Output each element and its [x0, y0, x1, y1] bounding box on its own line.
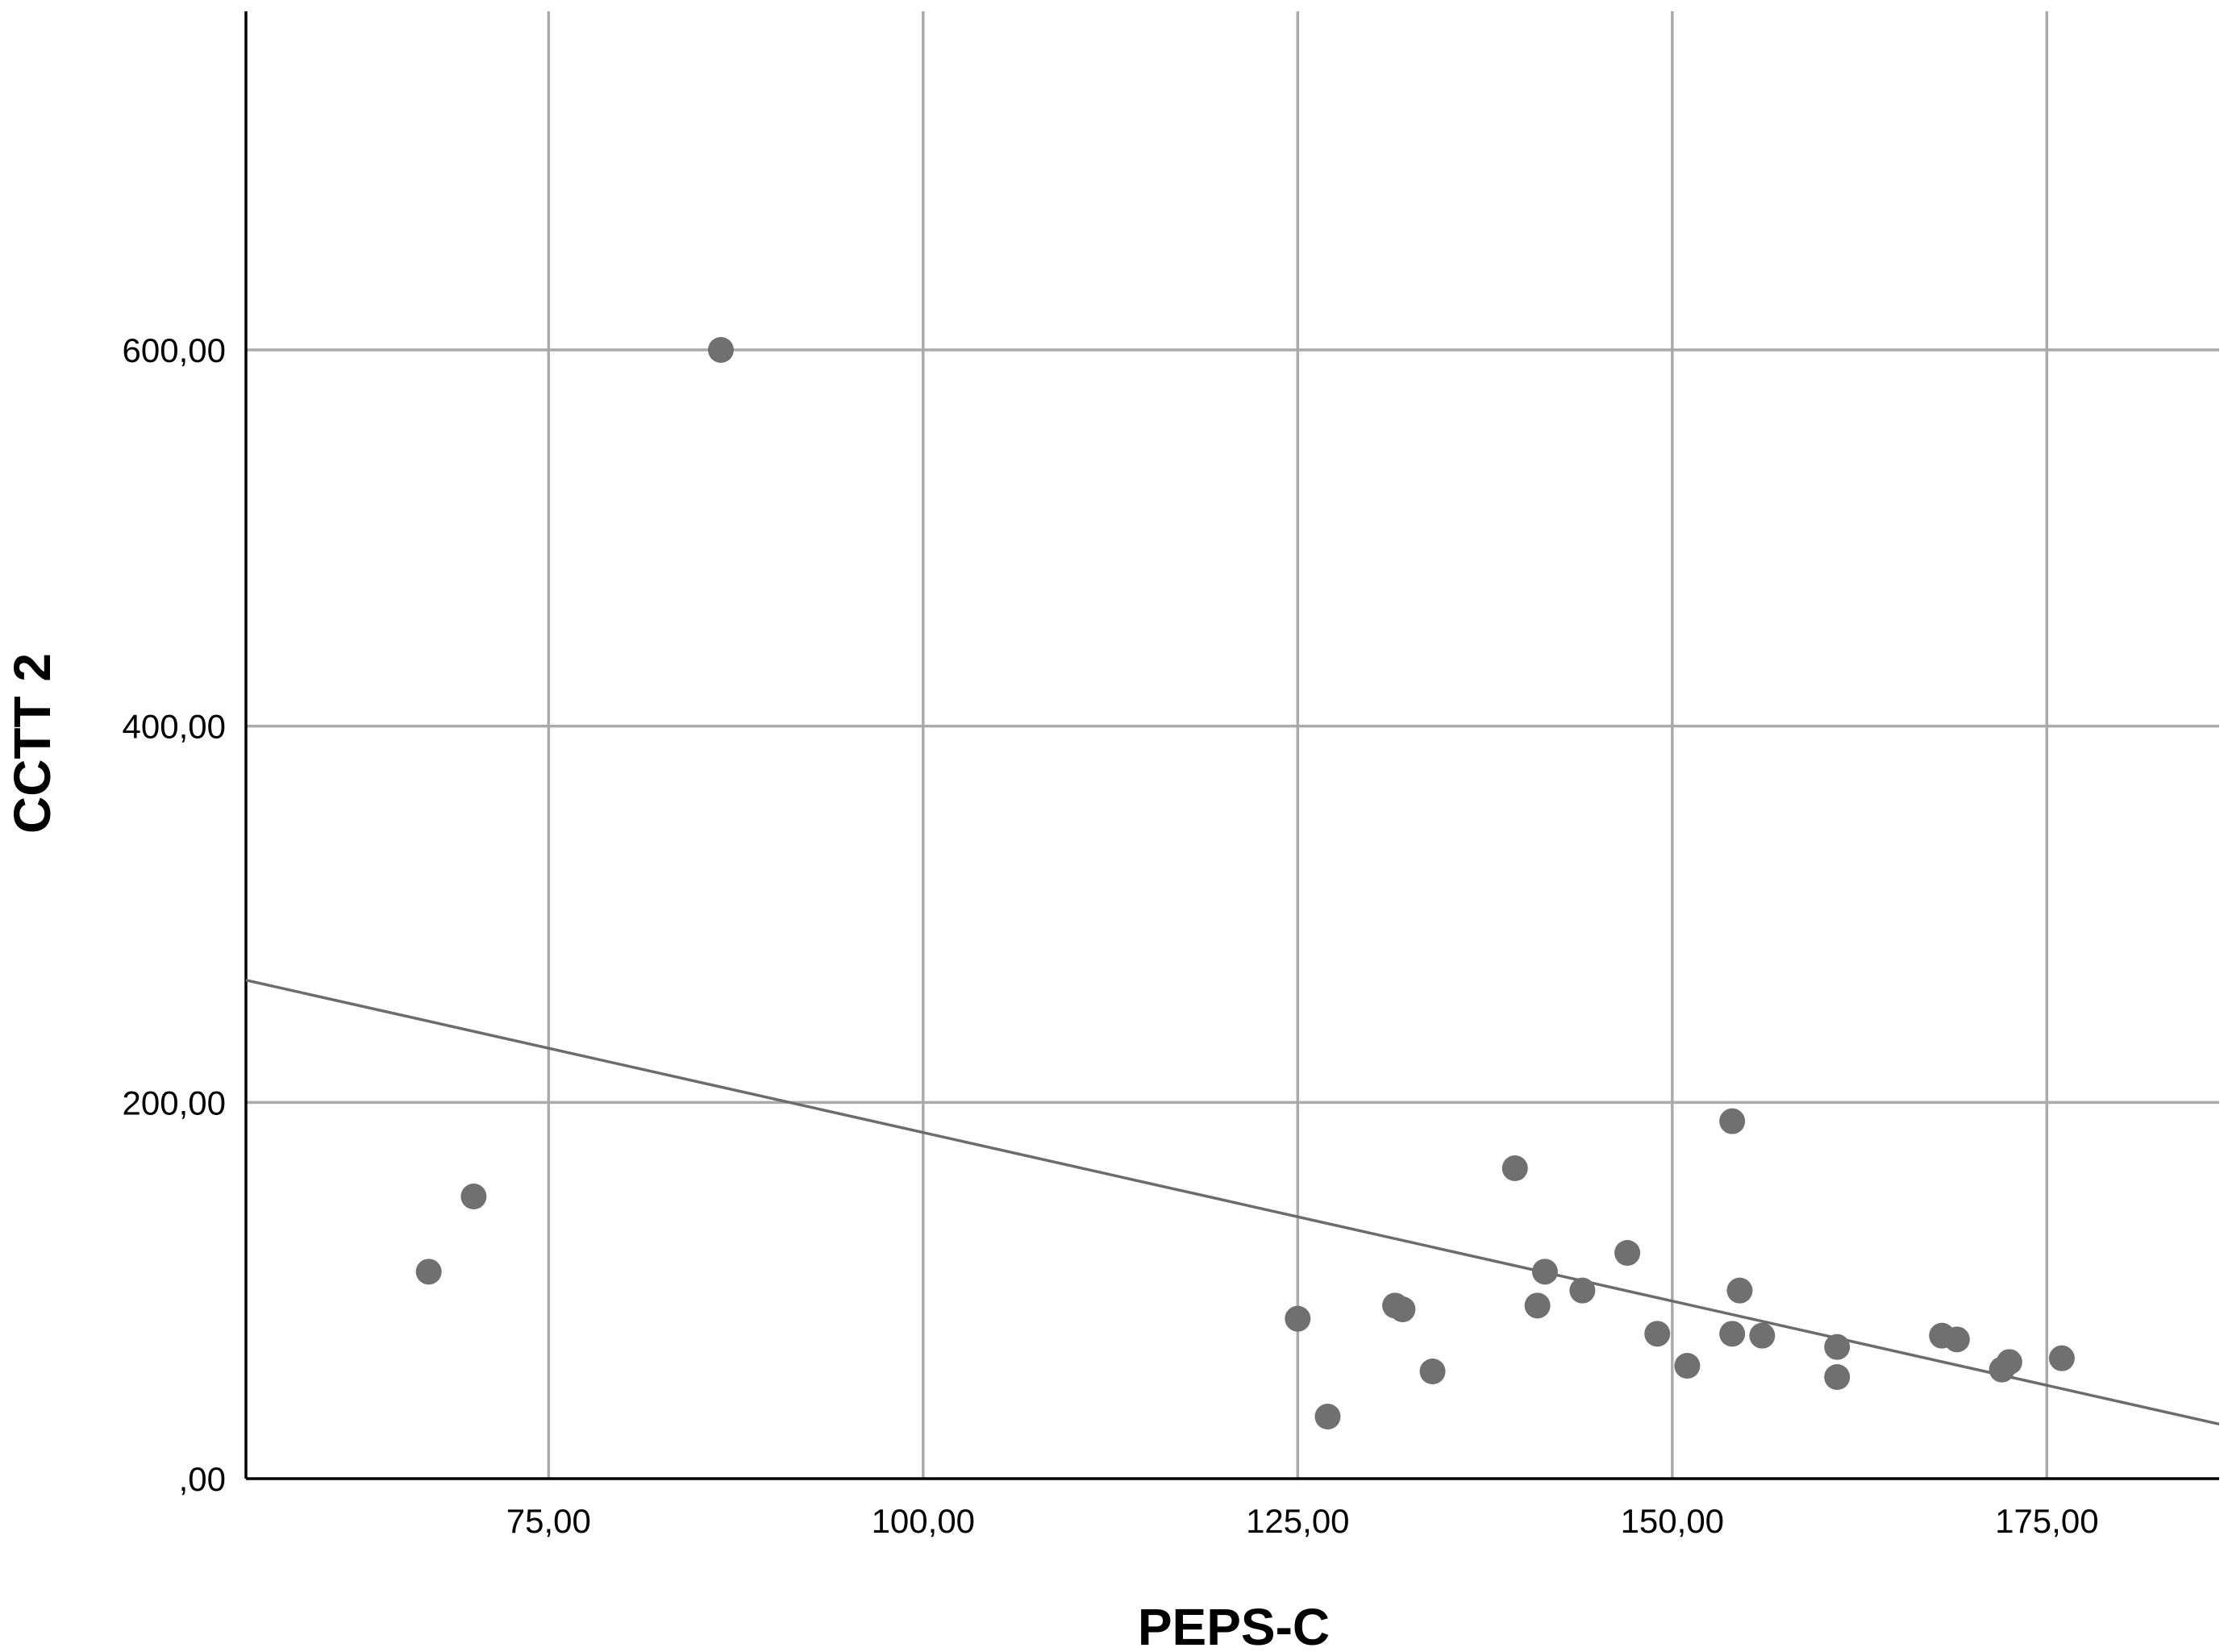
data-point [1674, 1353, 1701, 1379]
regression-fit-line [245, 978, 2220, 1426]
data-point [1531, 1259, 1558, 1285]
y-axis-title: CCTT 2 [3, 653, 61, 834]
x-tick-label: 75,00 [506, 1502, 591, 1540]
data-point [1996, 1349, 2022, 1375]
y-tick-label: 200,00 [123, 1084, 226, 1121]
x-gridlines [547, 11, 2049, 1479]
data-point [1726, 1277, 1753, 1304]
data-points [415, 337, 2075, 1429]
x-tick-label: 150,00 [1621, 1502, 1724, 1540]
data-point [1824, 1364, 1851, 1390]
y-tick-label: ,00 [179, 1460, 226, 1498]
data-point [1614, 1240, 1641, 1266]
data-point [1314, 1404, 1341, 1429]
data-point [1501, 1155, 1528, 1181]
data-point [2048, 1345, 2075, 1371]
data-point [1524, 1292, 1551, 1319]
data-point [415, 1259, 442, 1285]
y-tick-label: 400,00 [123, 708, 226, 746]
y-tick-labels: ,00 200,00 400,00 600,00 [123, 331, 226, 1498]
data-point [707, 337, 734, 363]
y-gridlines [246, 348, 2219, 1105]
data-point [460, 1184, 487, 1209]
x-tick-labels: 75,00 100,00 125,00 150,00 175,00 [506, 1502, 2099, 1540]
data-point [1285, 1305, 1311, 1332]
data-point [1824, 1334, 1851, 1360]
data-point [1644, 1321, 1671, 1347]
data-point [1719, 1321, 1746, 1347]
data-point [1749, 1322, 1776, 1349]
y-tick-label: 600,00 [123, 331, 226, 369]
data-point [1389, 1296, 1416, 1322]
x-tick-label: 100,00 [872, 1502, 975, 1540]
x-tick-label: 125,00 [1246, 1502, 1349, 1540]
x-tick-label: 175,00 [1995, 1502, 2098, 1540]
x-axis-title: PEPS-C [1138, 1598, 1330, 1652]
data-point [1569, 1277, 1596, 1304]
data-point [1943, 1326, 1970, 1353]
data-point [1419, 1359, 1446, 1384]
data-point [1719, 1108, 1746, 1134]
